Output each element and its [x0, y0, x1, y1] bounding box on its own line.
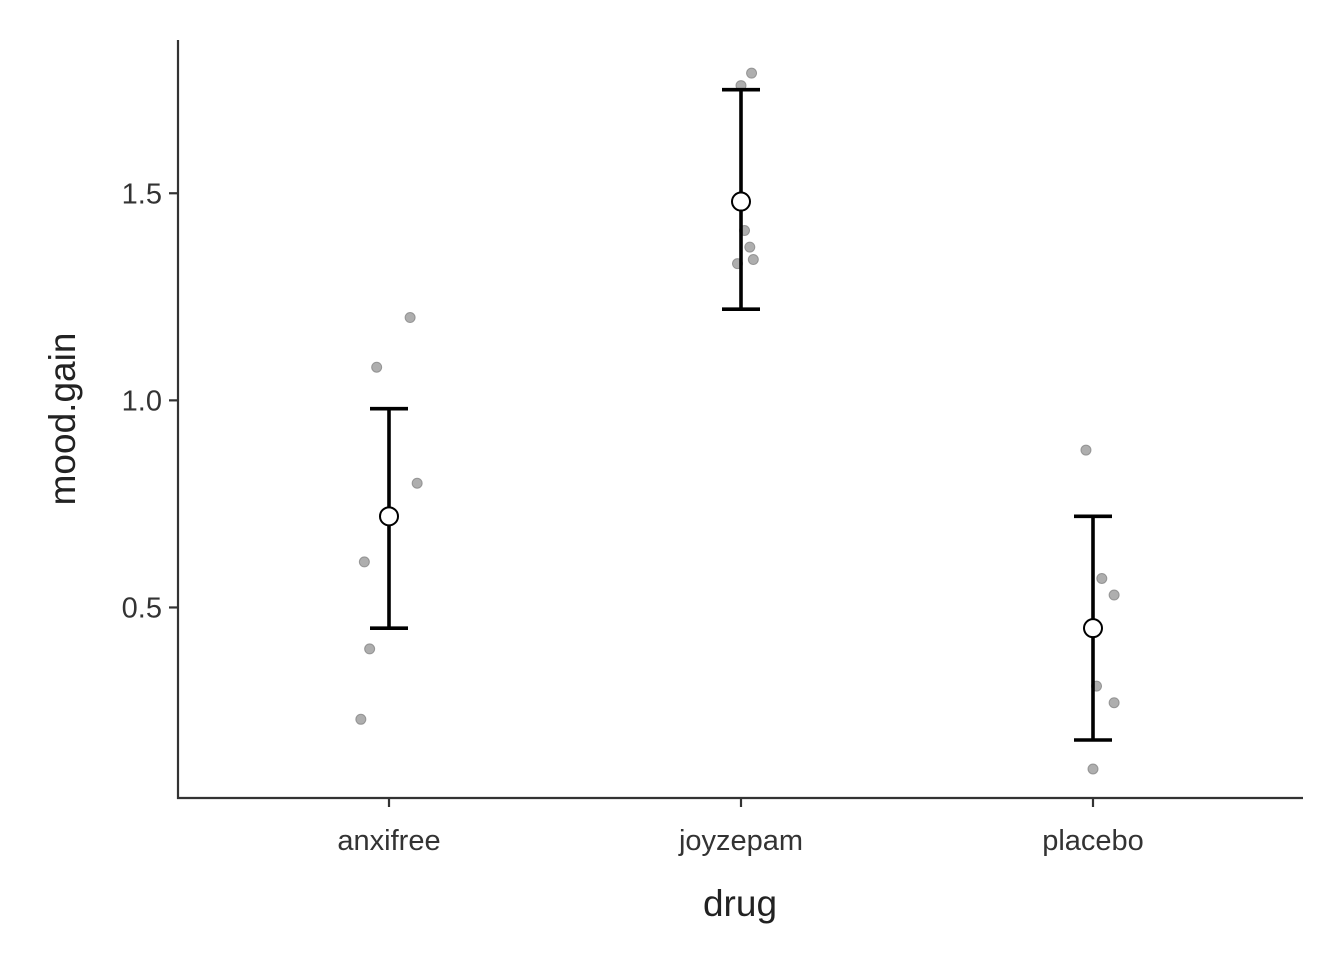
error-bar — [1074, 514, 1112, 742]
error-bar — [722, 87, 760, 312]
raw-data-point — [746, 67, 758, 79]
x-tick-label: placebo — [1042, 825, 1144, 857]
plot-area — [355, 67, 1120, 775]
x-axis-ticks: anxifree joyzepam placebo — [337, 798, 1144, 857]
x-tick-label: joyzepam — [678, 825, 803, 857]
mean-point — [731, 191, 751, 212]
mean-point — [1083, 618, 1103, 639]
raw-data-point — [1087, 763, 1099, 775]
raw-data-point — [744, 241, 756, 253]
mean-point — [379, 506, 399, 527]
raw-data-point — [358, 556, 370, 568]
raw-data-point — [747, 254, 759, 266]
raw-data-point — [355, 713, 367, 725]
raw-data-point — [1080, 444, 1092, 456]
raw-data-point — [411, 477, 423, 489]
y-tick-label: 1.0 — [122, 385, 162, 417]
raw-data-point — [371, 361, 383, 373]
raw-data-point — [1108, 697, 1120, 709]
y-axis-ticks: 0.5 1.0 1.5 — [122, 178, 178, 624]
x-tick-label: anxifree — [337, 825, 440, 857]
x-axis-title: drug — [703, 883, 777, 924]
raw-data-point — [364, 643, 376, 655]
error-bar — [370, 406, 408, 630]
y-tick-label: 0.5 — [122, 592, 162, 624]
y-axis-title: mood.gain — [42, 333, 83, 506]
raw-data-point — [1108, 589, 1120, 601]
raw-data-point — [404, 312, 416, 324]
y-tick-label: 1.5 — [122, 178, 162, 210]
raw-data-point — [1096, 572, 1108, 584]
